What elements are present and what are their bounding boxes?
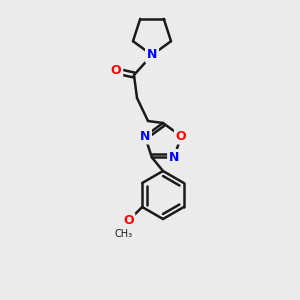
Text: N: N bbox=[140, 130, 150, 142]
Text: CH₃: CH₃ bbox=[114, 229, 132, 239]
Text: N: N bbox=[147, 49, 157, 62]
Text: O: O bbox=[123, 214, 134, 227]
Text: O: O bbox=[176, 130, 186, 142]
Text: N: N bbox=[169, 151, 179, 164]
Text: O: O bbox=[111, 64, 121, 77]
